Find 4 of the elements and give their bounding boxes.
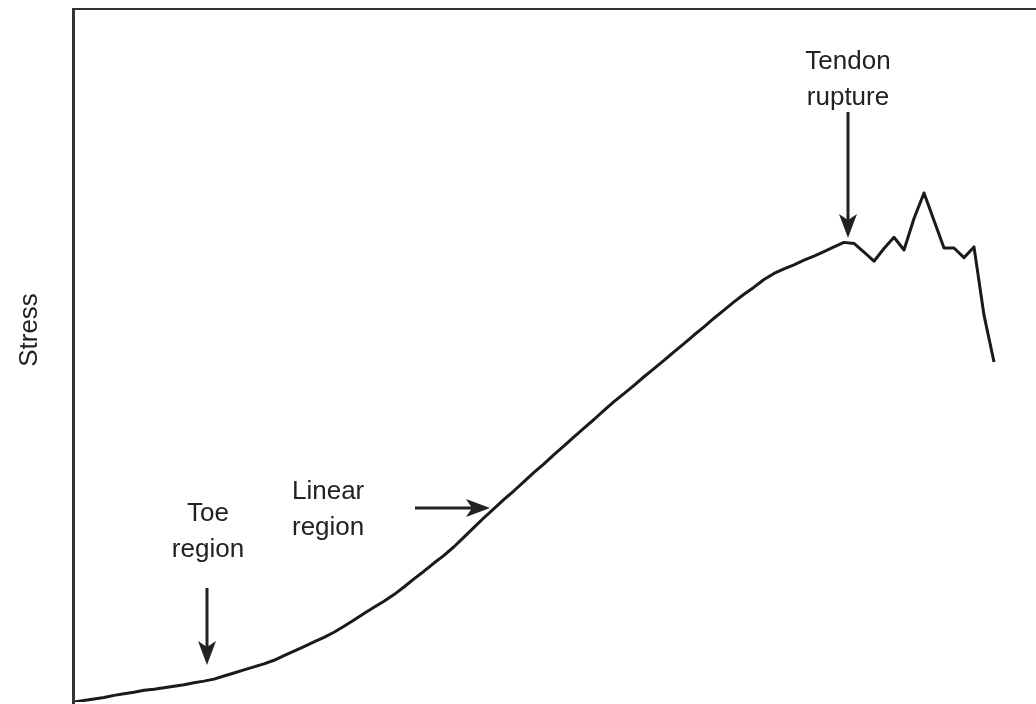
annotation: Toe region <box>170 496 246 565</box>
annotation: Linear region <box>292 474 366 543</box>
text: Tendon rupture <box>804 44 892 113</box>
y-axis-title: Stress <box>12 293 44 367</box>
